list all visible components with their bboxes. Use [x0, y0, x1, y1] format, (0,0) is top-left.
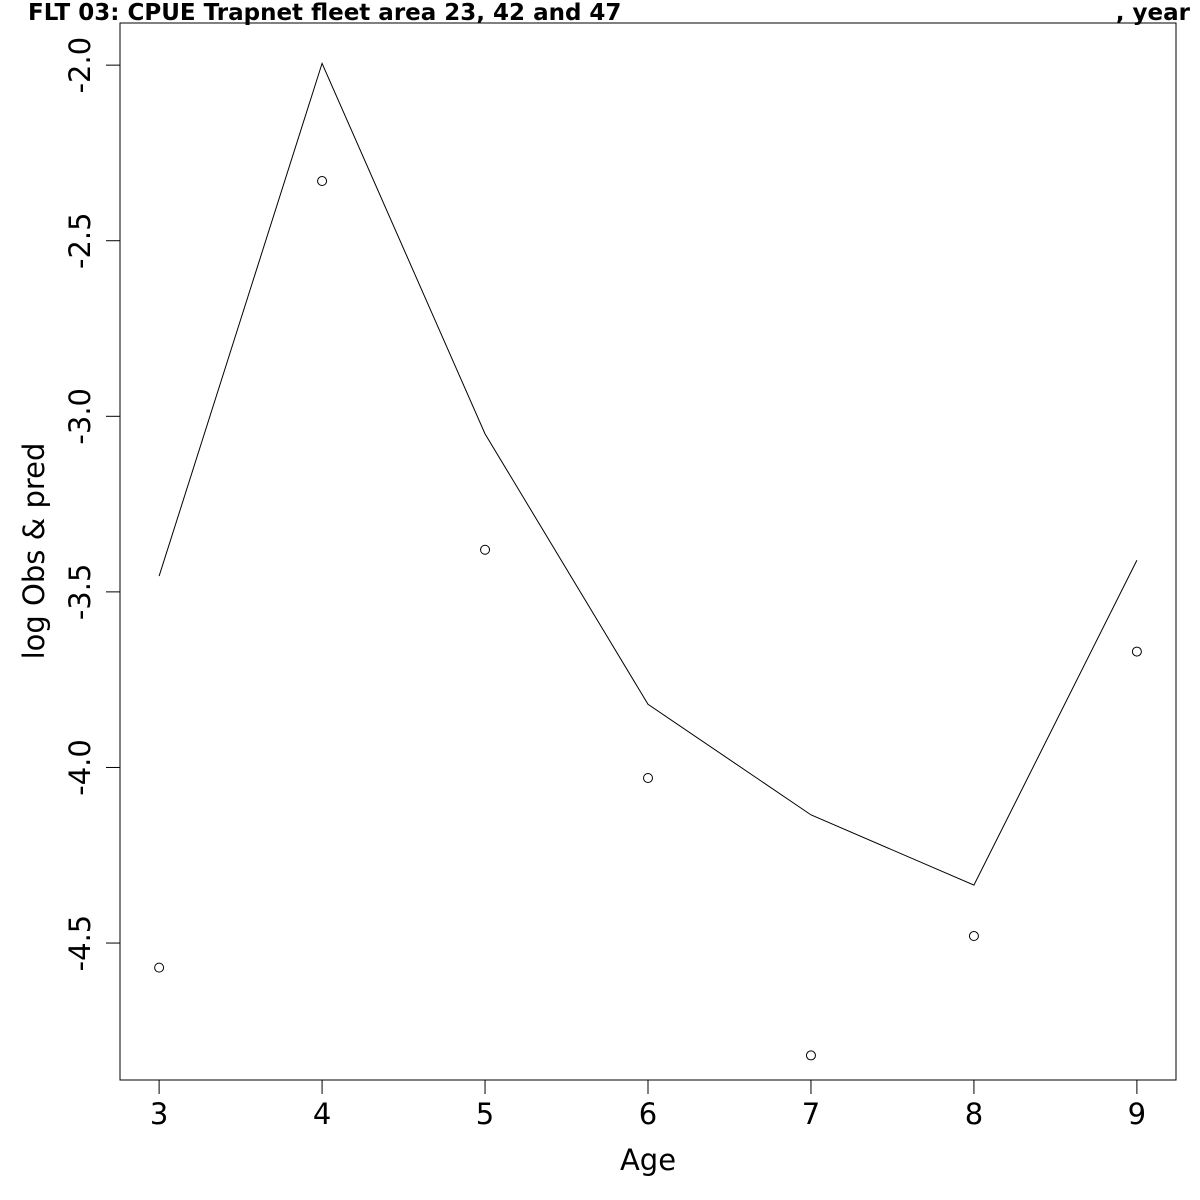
- x-tick-label: 7: [802, 1097, 820, 1131]
- chart-title: FLT 03: CPUE Trapnet fleet area 23, 42 a…: [28, 0, 621, 26]
- x-tick-label: 5: [476, 1097, 494, 1131]
- observed-point: [805, 1050, 816, 1061]
- x-tick-label: 6: [639, 1097, 657, 1131]
- observed-point: [1131, 646, 1142, 657]
- x-axis-label: Age: [620, 1143, 676, 1177]
- x-tick-label: 8: [965, 1097, 983, 1131]
- plot-frame: [119, 22, 1177, 1081]
- predicted-line: [158, 61, 1138, 886]
- observed-point: [480, 544, 491, 555]
- y-tick-label: -3.5: [63, 564, 97, 621]
- observed-points: [154, 176, 1142, 1061]
- x-tick-label: 9: [1128, 1097, 1146, 1131]
- y-tick-label: -4.5: [63, 915, 97, 972]
- y-axis-label: log Obs & pred: [17, 443, 51, 660]
- observed-point: [968, 931, 979, 942]
- y-tick-label: -2.5: [63, 212, 97, 269]
- y-tick-label: -2.0: [63, 37, 97, 94]
- x-tick-label: 3: [150, 1097, 168, 1131]
- x-axis: 3 4 5 6 7 8 9: [150, 1079, 1146, 1131]
- y-tick-label: -3.0: [63, 388, 97, 445]
- x-tick-label: 4: [313, 1097, 331, 1131]
- y-axis: -2.0 -2.5 -3.0 -3.5 -4.0 -4.5: [63, 37, 121, 972]
- observed-point: [317, 176, 328, 187]
- observed-point: [154, 962, 165, 973]
- y-tick-label: -4.0: [63, 739, 97, 796]
- observed-point: [643, 773, 653, 783]
- chart-title-suffix: , year: [1116, 0, 1191, 26]
